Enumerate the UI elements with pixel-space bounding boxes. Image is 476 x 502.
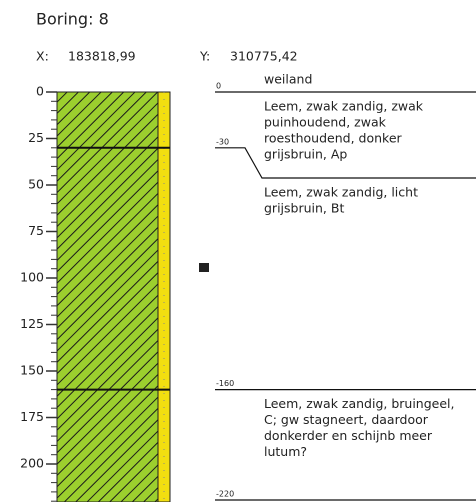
depth-tick-label: 125 xyxy=(20,316,44,331)
depth-label: -220 xyxy=(216,490,234,499)
layer-description: lutum? xyxy=(264,444,307,459)
layer-description: Leem, zwak zandig, licht xyxy=(264,185,418,200)
depth-tick-label: 150 xyxy=(20,363,44,378)
depth-tick-label: 25 xyxy=(28,130,44,145)
depth-tick-label: 175 xyxy=(20,409,44,424)
x-label: X: xyxy=(36,49,49,64)
layer-description: C; gw stagneert, daardoor xyxy=(264,412,429,427)
sample-strip xyxy=(157,91,171,502)
layer-description: Leem, zwak zandig, zwak xyxy=(264,99,424,114)
layer-description: Leem, zwak zandig, bruingeel, xyxy=(264,396,455,411)
x-value: 183818,99 xyxy=(68,49,136,64)
depth-label: -160 xyxy=(216,379,234,388)
title: Boring: 8 xyxy=(36,10,109,29)
layer-description: grijsbruin, Bt xyxy=(264,201,344,216)
soil-column xyxy=(56,91,159,502)
depth-label: -30 xyxy=(216,137,229,146)
depth-tick-label: 0 xyxy=(36,84,44,99)
layer-boundary xyxy=(215,147,476,179)
depth-label: 0 xyxy=(216,82,221,91)
layer-description: donkerder en schijnb meer xyxy=(264,428,433,443)
depth-tick-label: 75 xyxy=(28,223,44,238)
layer-description: grijsbruin, Ap xyxy=(264,147,347,162)
depth-tick-label: 200 xyxy=(20,456,44,471)
marker xyxy=(199,263,209,272)
depth-tick-label: 50 xyxy=(28,177,44,192)
depth-tick-label: 100 xyxy=(20,270,44,285)
layer-description: roesthoudend, donker xyxy=(264,131,403,146)
land-use: weiland xyxy=(264,72,312,87)
y-value: 310775,42 xyxy=(230,49,298,64)
y-label: Y: xyxy=(199,49,210,64)
layer-description: puinhoudend, zwak xyxy=(264,115,387,130)
